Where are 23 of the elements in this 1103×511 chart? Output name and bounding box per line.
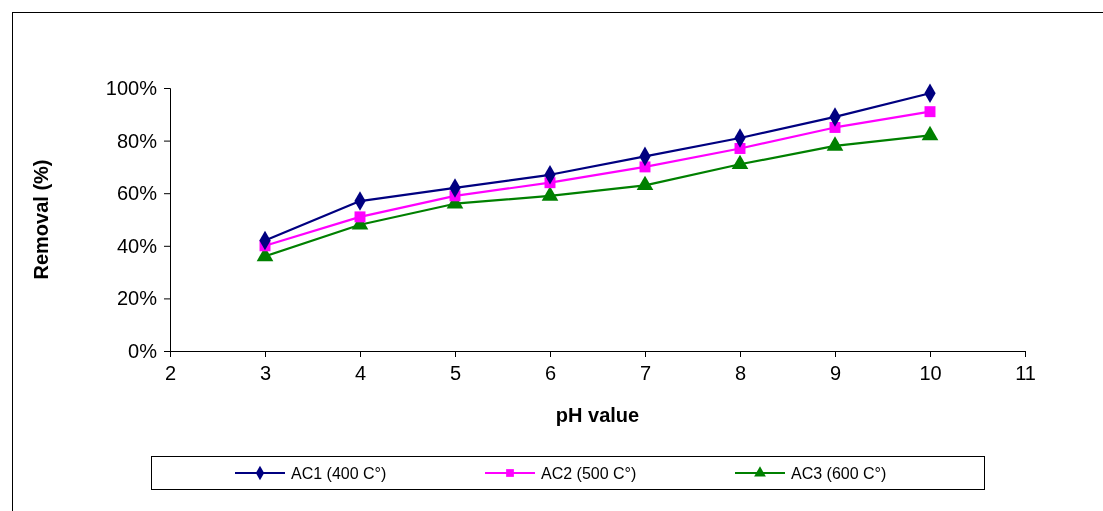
y-axis-title: Removal (%) <box>30 159 52 280</box>
x-axis-title: pH value <box>555 404 640 426</box>
x-tick-label: 8 <box>734 362 747 384</box>
x-tick-label: 9 <box>829 362 842 384</box>
x-tick-label: 7 <box>639 362 652 384</box>
y-tick-label: 20% <box>116 287 158 310</box>
point <box>924 106 936 118</box>
legend-label: AC1 (400 C°) <box>291 465 387 482</box>
x-tick-label: 5 <box>449 362 462 384</box>
y-tick-label: 40% <box>116 234 158 257</box>
legend-label: AC2 (500 C°) <box>541 465 637 482</box>
x-tick-label: 2 <box>164 362 177 384</box>
y-tick-label: 60% <box>116 182 158 205</box>
legend-label: AC3 (600 C°) <box>791 465 887 482</box>
point <box>354 211 366 223</box>
x-tick-label: 10 <box>919 362 942 384</box>
x-tick-label: 6 <box>544 362 557 384</box>
x-tick-label: 11 <box>1015 362 1036 384</box>
x-tick-label: 4 <box>354 362 367 384</box>
y-tick-label: 100% <box>105 76 158 99</box>
x-tick-label: 3 <box>259 362 272 384</box>
y-tick-label: 80% <box>116 129 158 152</box>
y-tick-label: 0% <box>128 339 158 362</box>
